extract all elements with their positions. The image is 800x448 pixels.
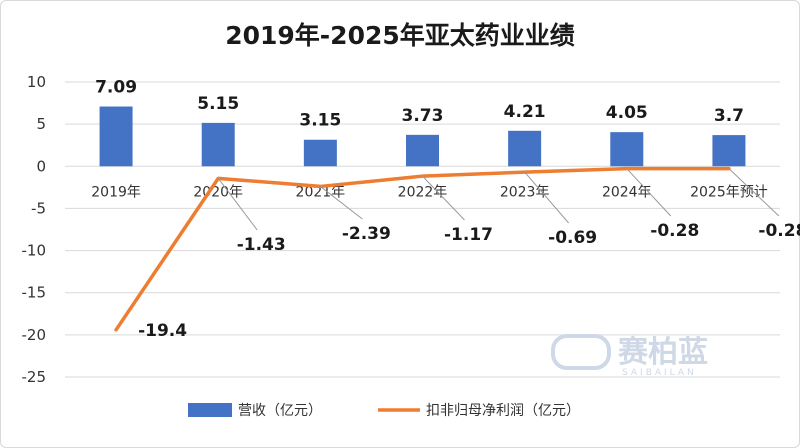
y-tick-label: 5 [36,115,46,133]
leader-line [728,168,780,217]
y-tick-label: -20 [22,326,47,344]
bar [610,132,644,167]
leader-line [626,168,672,217]
watermark-subtext: SAIBAILAN [622,368,697,378]
bar-value-label: 5.15 [197,94,239,114]
line-value-label: -2.39 [342,224,391,244]
bar [508,130,542,167]
legend: 营收（亿元） 扣非归母净利润（亿元） [188,402,580,419]
bar [712,135,746,167]
x-tick-label: 2025年预计 [690,184,768,200]
x-tick-label: 2024年 [602,184,652,200]
gridlines [65,81,780,378]
chart-title: 2019年-2025年亚太药业业绩 [225,21,575,50]
bar-series: 7.09 5.15 3.15 3.73 4.21 4.05 3.7 [95,78,746,167]
bar-value-label: 3.7 [714,106,744,126]
y-tick-label: 10 [27,73,46,91]
bar [99,106,133,167]
y-tick-label: -5 [31,199,46,217]
line-value-label: -0.28 [758,221,800,241]
bar-value-label: 4.21 [504,102,546,122]
line-value-label: -1.17 [444,225,493,245]
x-tick-label: 2019年 [91,184,141,200]
leader-line [320,186,363,220]
bar-value-label: 3.73 [402,106,444,126]
line-value-label: -1.43 [237,235,286,255]
line-value-label: -19.4 [138,321,187,341]
y-tick-label: -10 [22,242,47,260]
bar-value-label: 7.09 [95,78,137,98]
x-axis-ticks: 2019年 2020年 2021年 2022年 2023年 2024年 2025年预计 [91,184,767,200]
legend-label: 扣非归母净利润（亿元） [426,402,580,419]
leader-line [524,171,570,224]
line-value-label: -0.69 [548,228,597,248]
leader-line [422,175,465,221]
bar [303,139,337,167]
x-tick-label: 2022年 [398,184,448,200]
legend-label: 营收（亿元） [238,403,322,419]
bar [406,134,439,167]
x-tick-label: 2020年 [193,184,243,200]
leader-line [217,178,258,231]
watermark-icon [551,334,611,370]
x-tick-label: 2023年 [500,184,550,200]
y-tick-label: -15 [22,284,47,302]
y-tick-label: 0 [36,157,46,175]
bar-value-label: 4.05 [606,103,648,123]
watermark-logo: 赛柏蓝 SAIBAILAN [551,334,708,378]
line-series: -19.4 -1.43 -2.39 -1.17 -0.69 -0.28 -0.28 [114,166,800,341]
y-axis-ticks: 10 5 0 -5 -10 -15 -20 -25 [22,73,47,386]
watermark-text: 赛柏蓝 [618,335,708,370]
bar [201,122,235,167]
bar-value-label: 3.15 [299,111,341,131]
y-tick-label: -25 [22,368,47,386]
legend-swatch-bar [188,403,232,417]
line-value-label: -0.28 [650,221,699,241]
